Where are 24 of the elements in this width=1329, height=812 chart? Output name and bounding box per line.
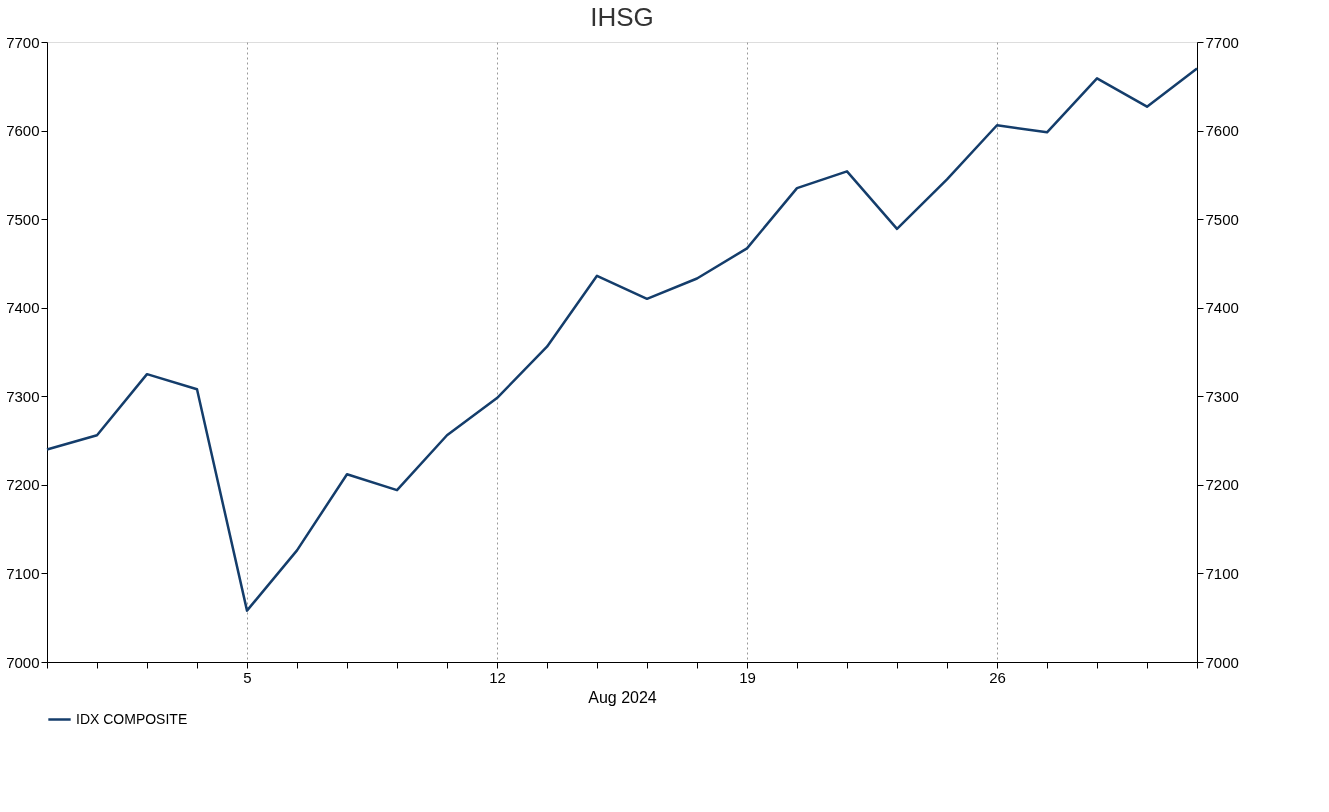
line-series [45,67,1199,612]
y2-tick-label: 7500 [1205,210,1239,228]
legend-label: IDX COMPOSITE [76,710,188,727]
y-tick-label: 7000 [6,653,40,671]
y2-tick-label: 7400 [1205,299,1239,317]
chart-title: IHSG [590,2,654,32]
x-tick-label: 19 [739,668,756,686]
y-tick-label: 7200 [6,476,40,494]
y-tick-label: 7400 [6,299,40,317]
y-tick-label: 7700 [6,33,40,51]
y-tick-label: 7600 [6,122,40,140]
x-axis-title: Aug 2024 [588,688,657,706]
y-tick-label: 7300 [6,387,40,405]
y2-tick-label: 7200 [1205,476,1239,494]
y-tick-label: 7500 [6,210,40,228]
x-tick-label: 26 [989,668,1006,686]
x-tick-label: 5 [243,668,252,686]
y2-tick-label: 7700 [1205,33,1239,51]
y2-tick-label: 7000 [1205,653,1239,671]
y2-tick-label: 7600 [1205,122,1239,140]
y2-tick-label: 7300 [1205,387,1239,405]
y2-tick-label: 7100 [1205,564,1239,582]
y-tick-label: 7100 [6,564,40,582]
x-tick-label: 12 [489,668,506,686]
